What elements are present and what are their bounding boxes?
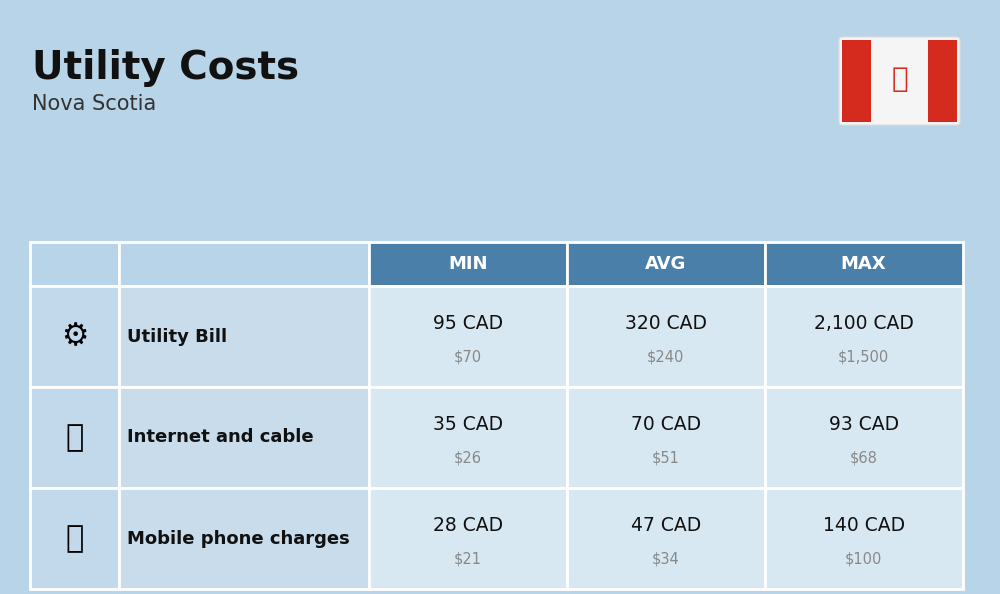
Bar bbox=[119, 387, 369, 488]
Bar bbox=[567, 387, 765, 488]
Text: 140 CAD: 140 CAD bbox=[823, 516, 905, 535]
Text: 320 CAD: 320 CAD bbox=[625, 314, 707, 333]
Bar bbox=[928, 40, 957, 122]
Bar bbox=[30, 242, 119, 286]
Text: Internet and cable: Internet and cable bbox=[127, 428, 314, 447]
Text: Nova Scotia: Nova Scotia bbox=[32, 94, 156, 114]
Text: 47 CAD: 47 CAD bbox=[631, 516, 701, 535]
Bar bbox=[765, 242, 963, 286]
Text: 28 CAD: 28 CAD bbox=[433, 516, 503, 535]
Text: Utility Bill: Utility Bill bbox=[127, 327, 228, 346]
Bar bbox=[119, 242, 369, 286]
Text: MAX: MAX bbox=[841, 255, 886, 273]
Bar bbox=[369, 286, 567, 387]
Bar bbox=[842, 40, 871, 122]
Text: 70 CAD: 70 CAD bbox=[631, 415, 701, 434]
Bar bbox=[369, 387, 567, 488]
Bar bbox=[765, 488, 963, 589]
Bar bbox=[369, 488, 567, 589]
Bar bbox=[567, 488, 765, 589]
Bar bbox=[30, 286, 119, 387]
Text: 35 CAD: 35 CAD bbox=[433, 415, 503, 434]
Text: $240: $240 bbox=[647, 349, 685, 364]
Text: $26: $26 bbox=[454, 450, 482, 465]
Bar bbox=[765, 286, 963, 387]
Text: ⚙: ⚙ bbox=[61, 322, 88, 351]
Text: $1,500: $1,500 bbox=[838, 349, 889, 364]
Text: 2,100 CAD: 2,100 CAD bbox=[814, 314, 914, 333]
Text: Utility Costs: Utility Costs bbox=[32, 49, 299, 87]
Bar bbox=[369, 242, 567, 286]
Text: $21: $21 bbox=[454, 551, 482, 566]
Bar bbox=[119, 286, 369, 387]
FancyBboxPatch shape bbox=[839, 37, 960, 125]
Text: 95 CAD: 95 CAD bbox=[433, 314, 503, 333]
Text: 93 CAD: 93 CAD bbox=[829, 415, 899, 434]
Bar bbox=[567, 286, 765, 387]
Text: $70: $70 bbox=[454, 349, 482, 364]
Bar bbox=[567, 242, 765, 286]
Text: $68: $68 bbox=[850, 450, 878, 465]
Text: 🍁: 🍁 bbox=[891, 65, 908, 93]
Bar bbox=[765, 387, 963, 488]
Text: $100: $100 bbox=[845, 551, 882, 566]
Text: $51: $51 bbox=[652, 450, 680, 465]
Text: 📱: 📱 bbox=[66, 524, 84, 553]
Text: AVG: AVG bbox=[645, 255, 687, 273]
Text: 📶: 📶 bbox=[66, 423, 84, 452]
Text: $34: $34 bbox=[652, 551, 680, 566]
Bar bbox=[30, 488, 119, 589]
Bar bbox=[119, 488, 369, 589]
Text: MIN: MIN bbox=[448, 255, 488, 273]
Text: Mobile phone charges: Mobile phone charges bbox=[127, 529, 350, 548]
Bar bbox=[30, 387, 119, 488]
